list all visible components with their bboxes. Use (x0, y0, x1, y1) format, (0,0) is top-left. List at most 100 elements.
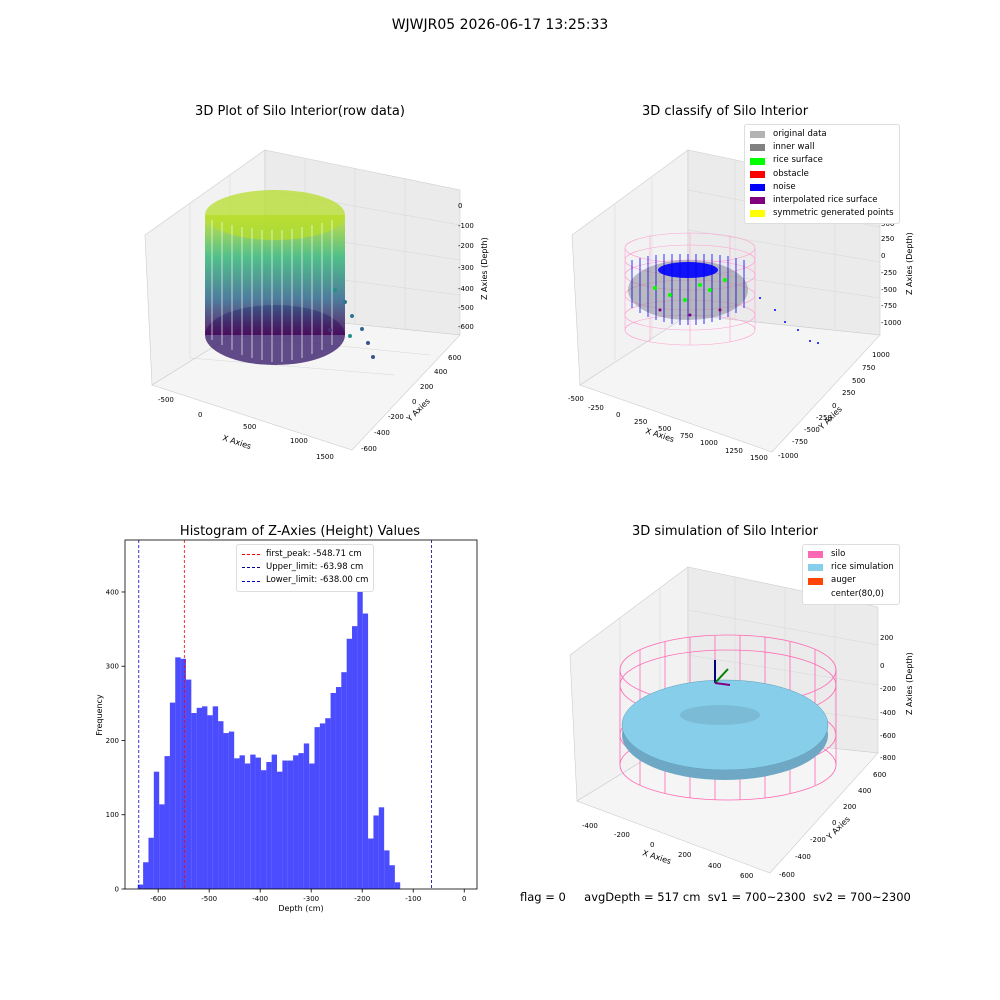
raw-ztick: -200 (458, 242, 474, 250)
histogram-bar (298, 753, 304, 889)
histogram-bar (153, 771, 160, 889)
raw-point-cloud (205, 190, 375, 365)
histogram-bar (255, 757, 261, 889)
histogram-bar (314, 727, 320, 889)
histogram-bar (373, 815, 379, 889)
classify-ztick: -750 (881, 302, 897, 310)
histogram-bar (271, 754, 278, 889)
histogram-ytick-label: 300 (106, 663, 119, 671)
raw-3d-plot: -500 0 500 1000 1500 X Axies 600 400 200… (144, 149, 489, 460)
legend-item-original-data: original data (750, 128, 894, 141)
histogram-xtick-label: -500 (201, 895, 217, 903)
histogram-bar (330, 692, 336, 889)
raw-xlabel: X Axies (221, 433, 252, 451)
raw-xtick: 500 (243, 423, 256, 431)
status-flag: flag = 0 (520, 890, 566, 904)
sim-ylabel: Y Axies (824, 815, 852, 843)
histogram-bar (384, 850, 390, 889)
sim-ytick: 400 (858, 787, 871, 795)
histogram-bar (207, 715, 213, 889)
histogram-frame (124, 539, 478, 890)
sim-zlabel: Z Axies (Depth) (905, 652, 914, 715)
legend-item-auger: auger (808, 574, 894, 587)
histogram-chart: -600 -500 -400 -300 -200 -100 0 0100200300400 … (95, 539, 478, 913)
sim-ytick: -600 (779, 871, 795, 879)
histogram-title: Histogram of Z-Axies (Height) Values (179, 524, 421, 539)
histogram-bar (169, 702, 176, 889)
legend-item-center: center(80,0) (808, 588, 894, 601)
histogram-ytick-label: 400 (106, 588, 119, 596)
histogram-bar (277, 771, 283, 889)
histogram-bar (335, 687, 342, 889)
histogram-bar (159, 804, 165, 889)
classify-ztick: -1000 (881, 319, 901, 327)
histogram-bar (244, 763, 251, 889)
raw-plot-title: 3D Plot of Silo Interior(row data) (195, 104, 405, 119)
classify-legend: original data inner wall rice surface ob… (744, 124, 900, 225)
classify-ytick: 250 (842, 389, 855, 397)
raw-zlabel: Z Axies (Depth) (480, 237, 489, 300)
legend-item-upper-limit: Upper_limit: -63.98 cm (242, 561, 368, 574)
histogram-xtick-label: -300 (303, 895, 319, 903)
histogram-ytick-label: 0 (115, 886, 119, 894)
histogram-bar (346, 638, 353, 889)
sim-ytick: -400 (795, 853, 811, 861)
classify-ztick: -500 (881, 286, 897, 294)
figure-title: WJWJR05 2026-06-17 13:25:33 (391, 17, 609, 33)
raw-ylabel: Y Axies (404, 397, 432, 425)
sim-ztick: -800 (880, 754, 896, 762)
raw-ztick: -600 (458, 323, 474, 331)
histogram-legend: first_peak: -548.71 cm Upper_limit: -63.… (236, 544, 375, 592)
histogram-bar (352, 626, 358, 889)
raw-ztick: 0 (458, 202, 462, 210)
raw-ztick: -100 (458, 222, 474, 230)
status-avg-depth: avgDepth = 517 cm (584, 890, 701, 904)
classify-ytick: 0 (832, 402, 836, 410)
raw-xtick: 0 (198, 411, 202, 419)
simulation-legend: silo rice simulation auger center(80,0) (802, 544, 900, 605)
status-line: flag = 0 avgDepth = 517 cm sv1 = 700~230… (520, 890, 911, 904)
classify-xtick: -250 (588, 404, 604, 412)
classify-xtick: 250 (634, 418, 647, 426)
histogram-bar (394, 882, 401, 889)
sim-xtick: -400 (582, 822, 598, 830)
classify-ztick: -250 (881, 269, 897, 277)
classify-xtick: 0 (616, 411, 620, 419)
sim-xlabel: X Axies (641, 848, 672, 866)
histogram-bar (260, 770, 267, 889)
classify-ytick: -250 (816, 414, 832, 422)
status-sv1: sv1 = 700~2300 (707, 890, 806, 904)
sim-ztick: -600 (880, 732, 896, 740)
legend-item-lower-limit: Lower_limit: -638.00 cm (242, 574, 368, 587)
classify-xtick: 750 (680, 432, 693, 440)
raw-xtick: -500 (158, 396, 174, 404)
raw-ytick: 200 (420, 383, 433, 391)
histogram-bar (357, 555, 363, 889)
classify-xtick: 1000 (700, 439, 718, 447)
legend-item-obstacle: obstacle (750, 168, 894, 181)
histogram-bar (293, 755, 299, 889)
classify-xtick: -500 (568, 395, 584, 403)
histogram-bar (218, 721, 224, 889)
histogram-ylabel: Frequency (95, 694, 104, 736)
classify-ytick: 500 (852, 377, 865, 385)
histogram-bar (239, 755, 245, 889)
histogram-bar (148, 837, 154, 889)
histogram-xtick-label: -100 (405, 895, 421, 903)
sim-xtick: 400 (708, 862, 721, 870)
classify-ytick: -750 (792, 438, 808, 446)
classify-plot-title: 3D classify of Silo Interior (641, 104, 809, 119)
histogram-bar (137, 884, 144, 889)
histogram-bar (212, 706, 219, 889)
classify-3d-plot: -500 -250 0 250 500 750 1000 1250 1500 X… (568, 149, 914, 462)
classify-xtick: 1250 (725, 447, 743, 455)
legend-item-rice-simulation: rice simulation (808, 561, 894, 574)
sim-ytick: 200 (843, 803, 856, 811)
histogram-bar (191, 713, 197, 889)
histogram-bar (223, 733, 229, 889)
histogram-bar (196, 707, 203, 889)
classify-ytick: 1000 (872, 351, 890, 359)
legend-item-symmetric: symmetric generated points (750, 207, 894, 220)
raw-ztick: -300 (458, 264, 474, 272)
rice-simulation-surface (621, 679, 829, 780)
